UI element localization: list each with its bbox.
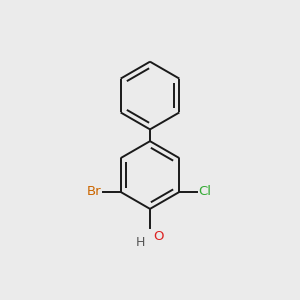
Text: Br: Br — [87, 185, 101, 199]
Text: H: H — [136, 236, 146, 249]
Text: O: O — [154, 230, 164, 243]
Text: Cl: Cl — [199, 185, 212, 199]
